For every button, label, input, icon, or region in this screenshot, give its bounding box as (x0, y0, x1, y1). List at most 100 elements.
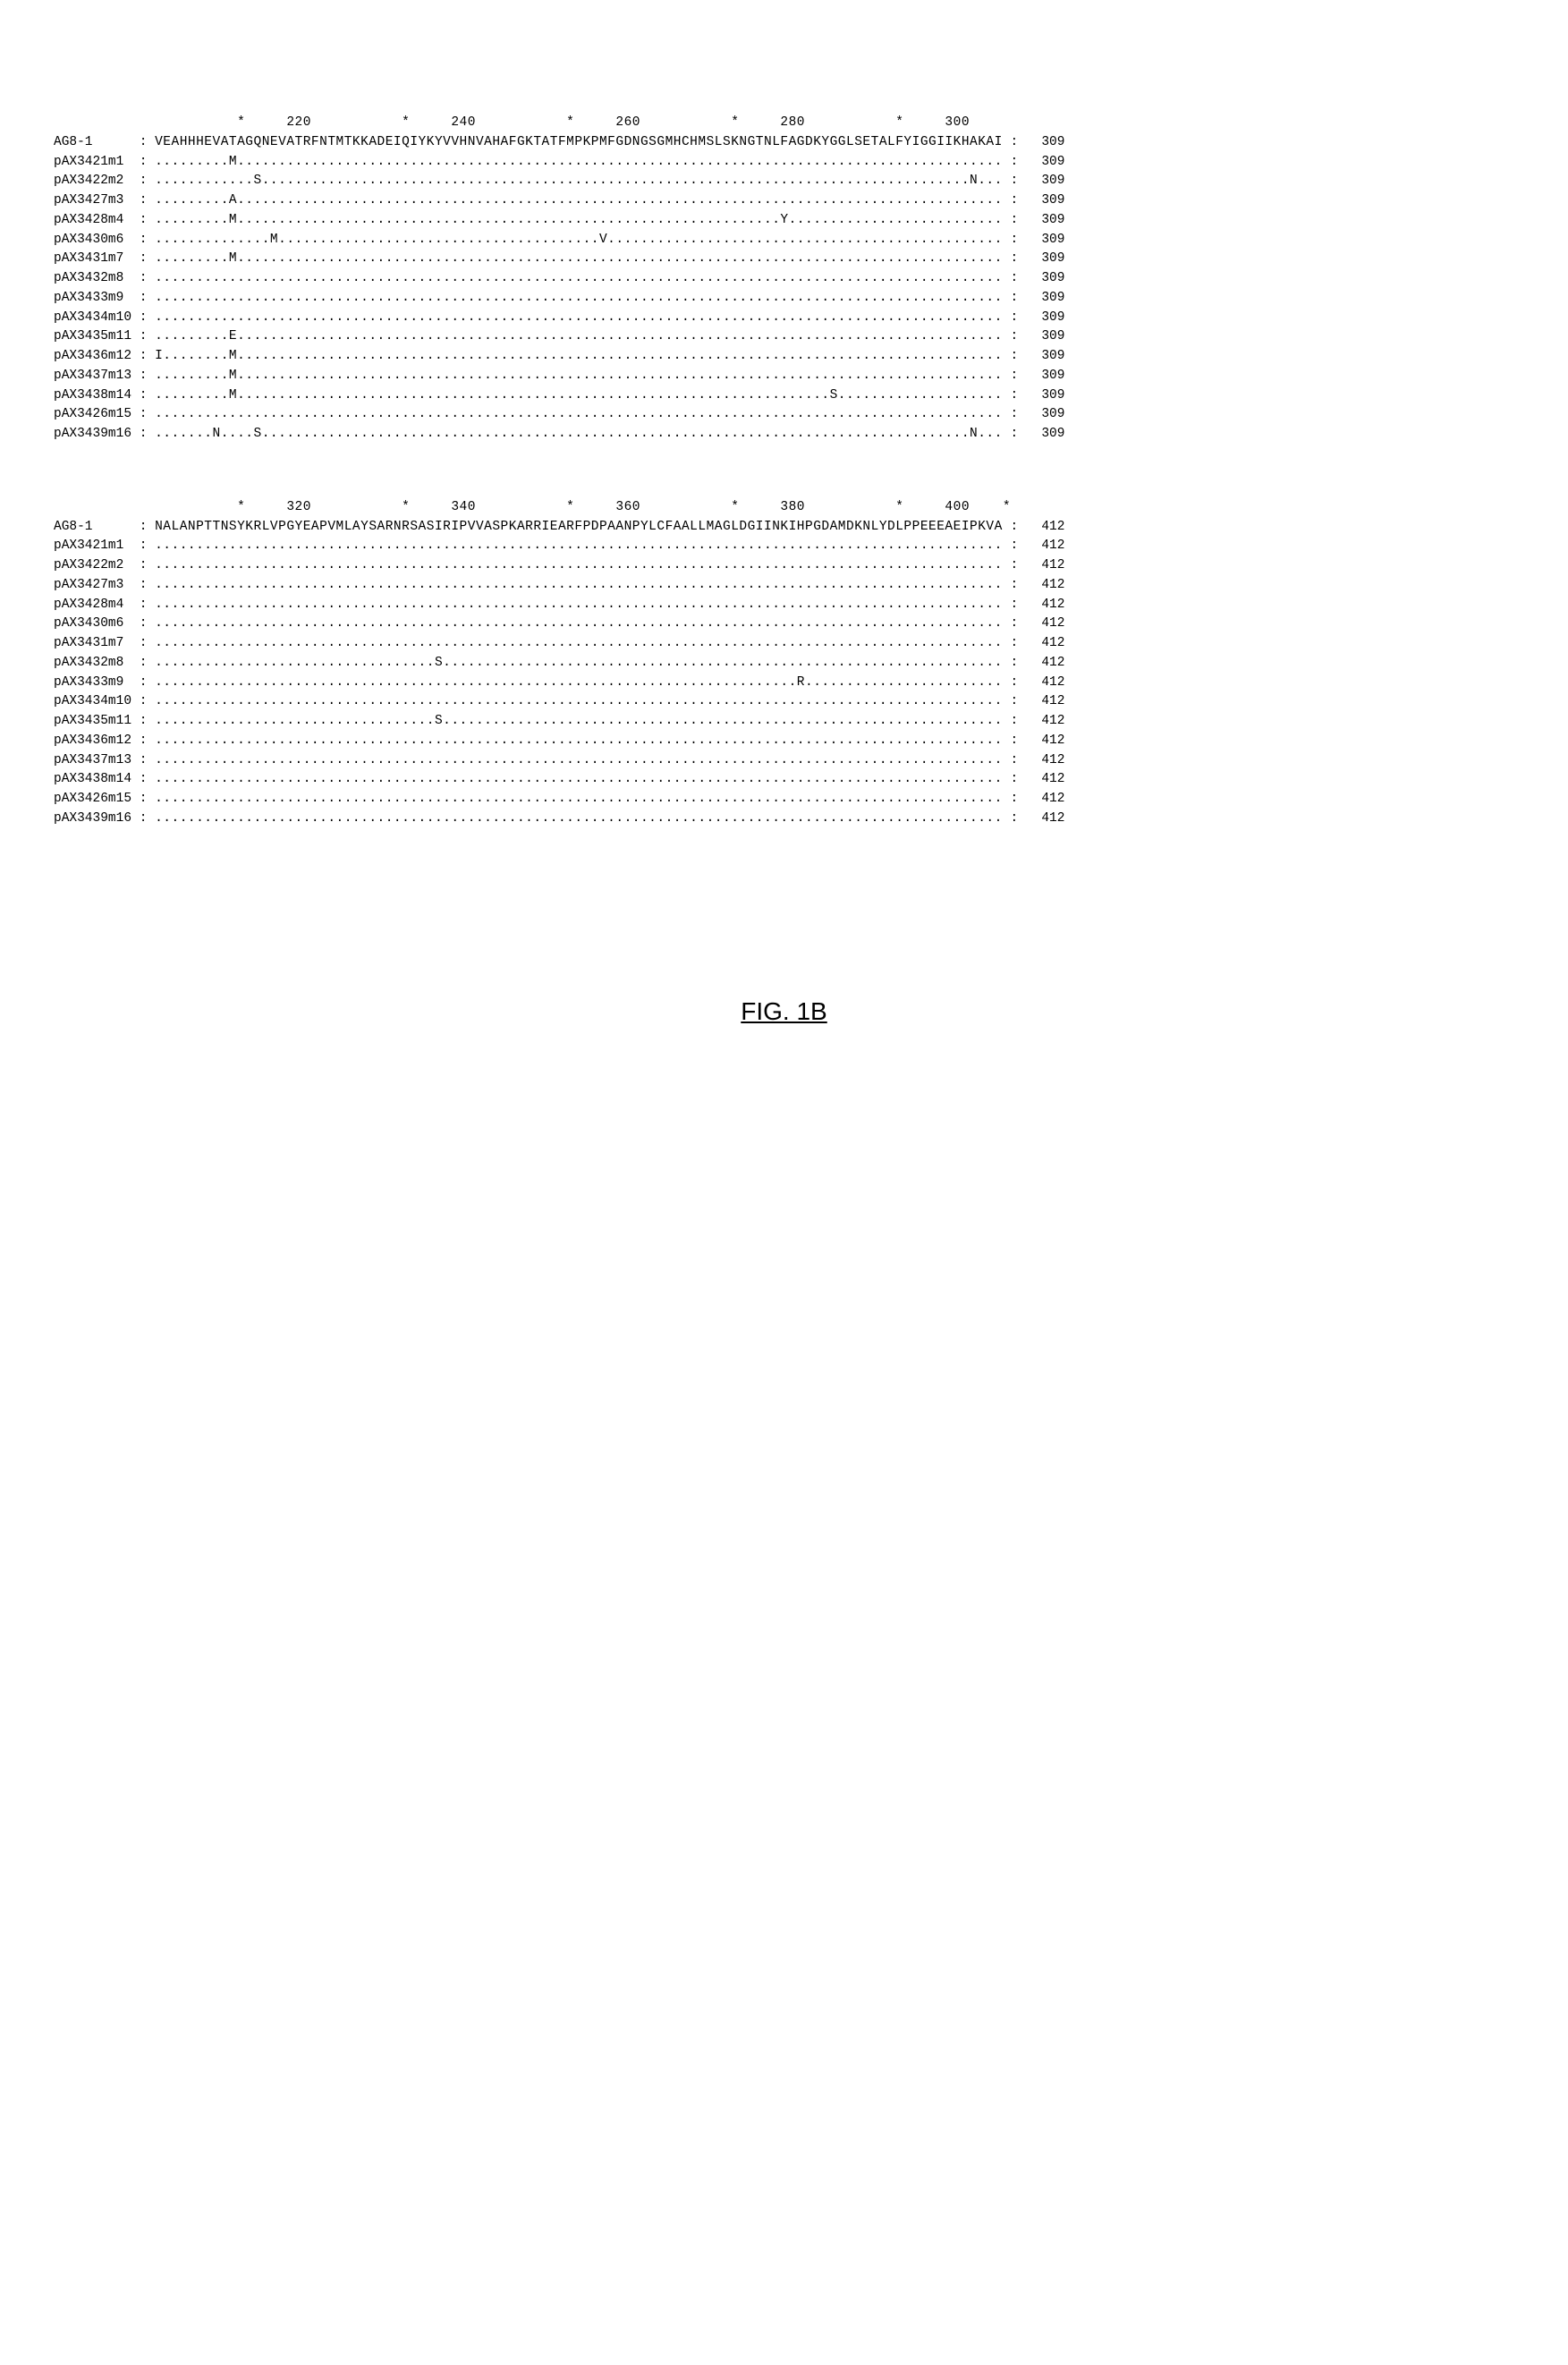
sequence-row: AG8-1: NALANPTTNSYKRLVPGYEAPVMLAYSARNRSA… (54, 518, 1514, 538)
sequence-residues: ............S...........................… (155, 172, 1003, 191)
sequence-row: pAX3432m8: .............................… (54, 269, 1514, 289)
end-colon: : (1003, 289, 1026, 309)
figure-label-text: FIG. 1B (741, 997, 826, 1025)
sequence-residues: .........M..............................… (155, 211, 1003, 231)
colon-separator: : (140, 191, 155, 211)
end-colon: : (1003, 654, 1026, 674)
sequence-label: pAX3427m3 (54, 191, 140, 211)
colon-separator: : (140, 405, 155, 425)
sequence-row: pAX3421m1: .........M...................… (54, 153, 1514, 173)
end-position: 309 (1026, 191, 1065, 211)
end-position: 309 (1026, 289, 1065, 309)
sequence-residues: ........................................… (155, 692, 1003, 712)
sequence-residues: ........................................… (155, 576, 1003, 596)
end-position: 412 (1026, 674, 1065, 693)
sequence-row: pAX3437m13: .........M..................… (54, 367, 1514, 386)
sequence-row: pAX3434m10: ............................… (54, 309, 1514, 328)
sequence-row: pAX3433m9: .............................… (54, 289, 1514, 309)
end-position: 412 (1026, 654, 1065, 674)
sequence-residues: ........................................… (155, 810, 1003, 829)
end-position: 309 (1026, 347, 1065, 367)
sequence-row: pAX3428m4: .........M...................… (54, 211, 1514, 231)
colon-separator: : (140, 556, 155, 576)
end-colon: : (1003, 790, 1026, 810)
sequence-row: AG8-1: VEAHHHEVATAGQNEVATRFNTMTKKADEIQIY… (54, 133, 1514, 153)
end-position: 309 (1026, 133, 1065, 153)
sequence-label: pAX3431m7 (54, 250, 140, 269)
sequence-residues: .........M..............................… (155, 153, 1003, 173)
end-position: 412 (1026, 712, 1065, 732)
ruler-label-spacer (54, 114, 140, 133)
sequence-row: pAX3427m3: .............................… (54, 576, 1514, 596)
sequence-residues: ........................................… (155, 751, 1003, 771)
sequence-residues: ........................................… (155, 634, 1003, 654)
colon-separator: : (140, 770, 155, 790)
end-position: 309 (1026, 250, 1065, 269)
sequence-label: pAX3438m14 (54, 386, 140, 406)
sequence-label: pAX3428m4 (54, 211, 140, 231)
colon-separator: : (140, 518, 155, 538)
end-colon: : (1003, 211, 1026, 231)
sequence-label: pAX3432m8 (54, 269, 140, 289)
colon-separator: : (140, 790, 155, 810)
colon-separator: : (140, 289, 155, 309)
figure-caption: FIG. 1B (54, 993, 1514, 1030)
sequence-row: pAX3432m8: .............................… (54, 654, 1514, 674)
sequence-residues: ........................................… (155, 674, 1003, 693)
end-position: 412 (1026, 790, 1065, 810)
end-position: 412 (1026, 576, 1065, 596)
sequence-label: pAX3434m10 (54, 692, 140, 712)
colon-separator: : (140, 810, 155, 829)
sequence-row: pAX3422m2: .............................… (54, 556, 1514, 576)
sequence-label: pAX3433m9 (54, 674, 140, 693)
end-colon: : (1003, 405, 1026, 425)
colon-separator: : (140, 596, 155, 615)
end-colon: : (1003, 770, 1026, 790)
end-position: 309 (1026, 211, 1065, 231)
sequence-label: AG8-1 (54, 518, 140, 538)
end-colon: : (1003, 615, 1026, 634)
sequence-residues: NALANPTTNSYKRLVPGYEAPVMLAYSARNRSASIRIPVV… (155, 518, 1003, 538)
sequence-row: pAX3436m12: I........M..................… (54, 347, 1514, 367)
sequence-residues: .........E..............................… (155, 327, 1003, 347)
sequence-row: pAX3437m13: ............................… (54, 751, 1514, 771)
end-position: 412 (1026, 692, 1065, 712)
sequence-residues: .........A..............................… (155, 191, 1003, 211)
colon-separator: : (140, 712, 155, 732)
end-colon: : (1003, 172, 1026, 191)
sequence-residues: ..................................S.....… (155, 654, 1003, 674)
sequence-label: pAX3433m9 (54, 289, 140, 309)
end-colon: : (1003, 231, 1026, 250)
sequence-residues: VEAHHHEVATAGQNEVATRFNTMTKKADEIQIYKYVVHNV… (155, 133, 1003, 153)
end-colon: : (1003, 133, 1026, 153)
alignment-block: * 320 * 340 * 360 * 380 * 400 * AG8-1: N… (54, 498, 1514, 829)
end-position: 412 (1026, 537, 1065, 556)
colon-separator: : (140, 172, 155, 191)
colon-separator: : (140, 386, 155, 406)
sequence-residues: ..............M.........................… (155, 231, 1003, 250)
colon-separator: : (140, 327, 155, 347)
end-position: 309 (1026, 153, 1065, 173)
sequence-row: pAX3434m10: ............................… (54, 692, 1514, 712)
ruler-marks: * 220 * 240 * 260 * 280 * 300 (155, 114, 1019, 133)
colon-separator: : (140, 133, 155, 153)
end-colon: : (1003, 309, 1026, 328)
sequence-label: pAX3421m1 (54, 537, 140, 556)
end-position: 412 (1026, 810, 1065, 829)
ruler-marks: * 320 * 340 * 360 * 380 * 400 * (155, 498, 1019, 518)
sequence-residues: ........................................… (155, 309, 1003, 328)
sequence-label: pAX3431m7 (54, 634, 140, 654)
end-colon: : (1003, 425, 1026, 445)
sequence-label: pAX3430m6 (54, 615, 140, 634)
end-position: 309 (1026, 405, 1065, 425)
end-colon: : (1003, 518, 1026, 538)
end-position: 309 (1026, 386, 1065, 406)
sequence-label: pAX3436m12 (54, 732, 140, 751)
sequence-residues: ........................................… (155, 615, 1003, 634)
sequence-row: pAX3439m16: ............................… (54, 810, 1514, 829)
end-position: 412 (1026, 732, 1065, 751)
ruler-label-spacer (54, 498, 140, 518)
sequence-label: pAX3437m13 (54, 751, 140, 771)
sequence-label: pAX3422m2 (54, 556, 140, 576)
sequence-residues: .........M..............................… (155, 386, 1003, 406)
